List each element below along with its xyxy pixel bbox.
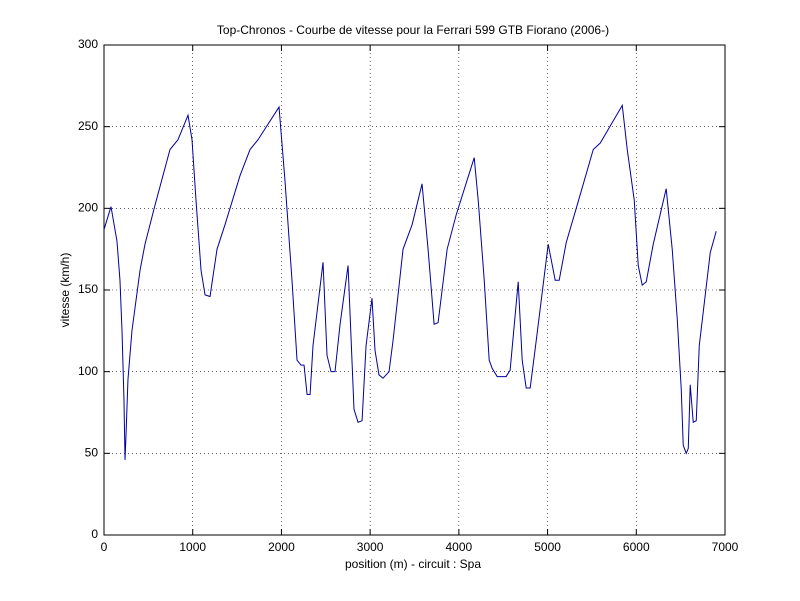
x-tick-label: 7000	[712, 540, 739, 554]
y-tick-label: 200	[78, 201, 98, 215]
x-tick-label: 5000	[534, 540, 561, 554]
x-tick-label: 4000	[446, 540, 473, 554]
y-tick-label: 150	[78, 282, 98, 296]
y-tick-label: 100	[78, 364, 98, 378]
x-tick-label: 0	[101, 540, 108, 554]
y-tick-label: 0	[91, 527, 98, 541]
chart-title: Top-Chronos - Courbe de vitesse pour la …	[217, 23, 609, 37]
y-tick-label: 50	[85, 446, 99, 460]
x-axis-label: position (m) - circuit : Spa	[345, 557, 481, 571]
x-tick-label: 6000	[623, 540, 650, 554]
y-tick-label: 300	[78, 37, 98, 51]
x-tick-label: 3000	[357, 540, 384, 554]
y-tick-label: 250	[78, 119, 98, 133]
plot-frame	[103, 44, 726, 536]
data-line	[103, 103, 717, 460]
x-tick-label: 2000	[268, 540, 295, 554]
y-axis-label: vitesse (km/h)	[58, 253, 72, 328]
x-tick-label: 1000	[179, 540, 206, 554]
